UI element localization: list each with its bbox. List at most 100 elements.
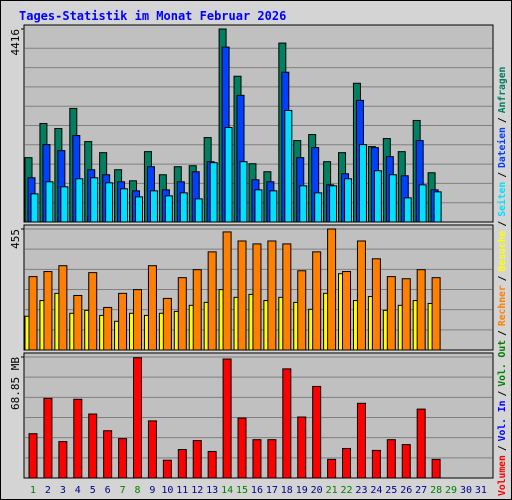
bar: [371, 258, 381, 351]
x-tick-label: 13: [206, 485, 218, 496]
bar: [118, 292, 128, 351]
bar: [431, 458, 441, 479]
bar: [282, 368, 292, 479]
bar: [209, 162, 218, 223]
x-tick-label: 6: [105, 485, 111, 496]
bar: [28, 276, 38, 351]
legend-separator: /: [497, 117, 508, 123]
y-tick-label: 68.85 MB: [9, 357, 22, 410]
bar: [133, 289, 143, 351]
bar: [177, 449, 187, 479]
x-tick-label: 7: [120, 485, 126, 496]
x-tick-label: 14: [221, 485, 233, 496]
bar: [90, 177, 99, 223]
legend: Volumen / Vol. In / Vol. Out / Rechner / Besuche…: [496, 66, 508, 496]
x-tick-label: 26: [400, 485, 412, 496]
x-tick-label: 4: [75, 485, 81, 496]
bar: [239, 161, 248, 223]
legend-entry: Vol. Out: [497, 340, 508, 387]
bar: [135, 196, 144, 223]
x-tick-label: 8: [134, 485, 140, 496]
bar: [88, 413, 98, 479]
x-tick-label: 16: [251, 485, 263, 496]
bar: [329, 185, 338, 223]
bar: [224, 127, 233, 223]
bar: [433, 191, 442, 223]
bar: [43, 397, 53, 479]
legend-entry: Vol. In: [497, 400, 508, 441]
bar: [162, 459, 172, 479]
x-tick-label: 25: [385, 485, 397, 496]
bar: [103, 306, 113, 351]
bar: [103, 430, 113, 479]
bar: [416, 269, 426, 351]
bar: [162, 297, 172, 351]
bar: [312, 251, 322, 351]
x-tick-label: 30: [460, 485, 472, 496]
bar: [118, 438, 128, 479]
legend-separator: /: [497, 221, 508, 227]
bar: [43, 271, 53, 351]
x-tick-label: 19: [296, 485, 308, 496]
bar: [105, 182, 114, 223]
bar: [344, 178, 353, 223]
bar: [252, 243, 262, 351]
bar: [297, 270, 307, 351]
bar: [88, 272, 98, 351]
bar: [237, 417, 247, 479]
bar: [356, 402, 366, 479]
bar: [327, 228, 337, 351]
bar: [252, 439, 262, 479]
bar: [388, 174, 397, 223]
bar: [75, 178, 84, 223]
y-tick-label: 455: [9, 229, 22, 249]
legend-entry: Dateien: [496, 127, 508, 168]
bar: [133, 357, 143, 479]
x-tick-label: 31: [475, 485, 487, 496]
bar: [73, 294, 83, 351]
bar: [269, 190, 278, 223]
bar: [356, 240, 366, 351]
legend-separator: /: [497, 445, 508, 451]
bar: [342, 447, 352, 479]
x-tick-label: 2: [45, 485, 51, 496]
bar: [58, 265, 68, 351]
x-tick-label: 10: [161, 485, 173, 496]
x-tick-label: 23: [355, 485, 367, 496]
legend-separator: /: [497, 172, 508, 178]
bar: [267, 439, 277, 479]
x-tick-label: 24: [370, 485, 382, 496]
bar: [222, 231, 232, 351]
x-tick-label: 11: [176, 485, 188, 496]
bar: [147, 265, 157, 351]
bar: [284, 109, 293, 223]
bar: [386, 276, 396, 351]
bar: [73, 398, 83, 479]
bar: [45, 181, 54, 223]
legend-separator: /: [497, 330, 508, 336]
bar: [164, 195, 173, 223]
x-tick-label: 20: [311, 485, 323, 496]
x-tick-label: 21: [326, 485, 338, 496]
x-tick-label: 1: [30, 485, 36, 496]
x-tick-label: 22: [341, 485, 353, 496]
bar: [30, 193, 39, 223]
bar: [60, 186, 69, 223]
bar: [192, 269, 202, 351]
bar: [207, 450, 217, 479]
bar: [431, 277, 441, 351]
bar: [327, 458, 337, 479]
x-tick-label: 12: [191, 485, 203, 496]
bar: [149, 190, 158, 223]
bar: [342, 271, 352, 351]
bar: [194, 198, 203, 223]
bar: [179, 192, 188, 223]
x-tick-label: 17: [266, 485, 278, 496]
x-tick-label: 18: [281, 485, 293, 496]
legend-separator: /: [497, 391, 508, 397]
bar: [401, 278, 411, 351]
bar: [254, 189, 263, 223]
legend-separator: /: [497, 275, 508, 281]
bar: [312, 385, 322, 479]
